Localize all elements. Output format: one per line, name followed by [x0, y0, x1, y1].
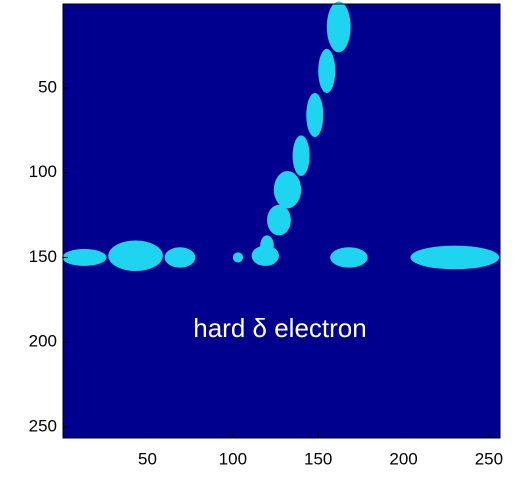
hit-cluster: [62, 248, 107, 266]
y-tick-label: 250: [29, 416, 57, 435]
hit-cluster: [273, 170, 302, 209]
hit-cluster: [232, 252, 244, 263]
hit-cluster: [266, 204, 291, 236]
hit-cluster: [410, 245, 500, 270]
x-tick-label: 200: [389, 449, 417, 468]
hit-cluster: [164, 247, 196, 268]
y-tick-label: 50: [38, 77, 57, 96]
hit-cluster: [108, 240, 163, 272]
x-tick-label: 100: [219, 449, 247, 468]
hit-cluster: [292, 135, 310, 177]
plot-area: [62, 1, 500, 438]
axes-frame: [62, 3, 501, 439]
hit-cluster: [326, 1, 351, 53]
y-tick-label: 150: [29, 247, 57, 266]
y-tick-label: 200: [29, 332, 57, 351]
hit-cluster: [330, 247, 368, 268]
x-tick-label: 150: [304, 449, 332, 468]
y-tick-label: 100: [29, 162, 57, 181]
x-tick-label: 50: [138, 449, 157, 468]
hit-cluster: [306, 93, 324, 138]
hit-cluster: [260, 235, 274, 256]
hit-cluster: [318, 48, 336, 94]
annotation: hard δ electron: [193, 313, 366, 343]
x-tick-label: 250: [475, 449, 503, 468]
